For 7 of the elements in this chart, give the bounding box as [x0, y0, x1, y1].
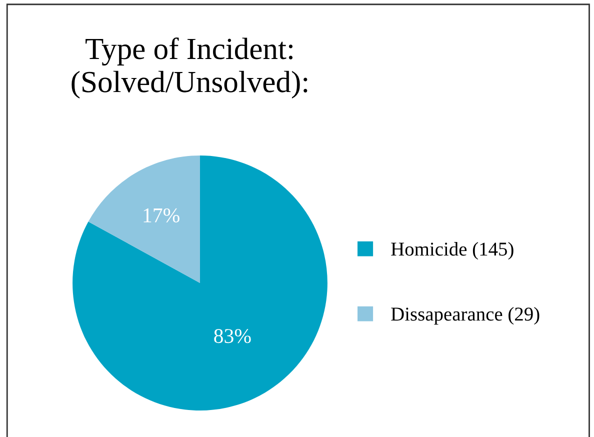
- data-label: 83%: [214, 329, 251, 344]
- pie-slice: [88, 156, 200, 283]
- legend-label: Homicide (145): [391, 242, 514, 260]
- pie-slice: [72, 156, 328, 410]
- chart-title: Type of Incident: (Solved/Unsolved):: [72, 37, 308, 99]
- data-label: 17%: [144, 208, 180, 222]
- legend-label: Dissapearance (29): [391, 307, 540, 325]
